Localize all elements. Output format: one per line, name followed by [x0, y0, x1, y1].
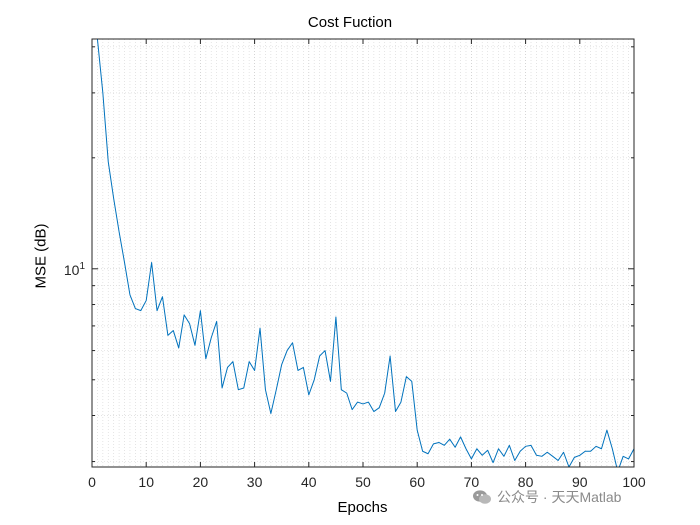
x-tick-label: 30: [247, 474, 263, 490]
y-tick-label: 101: [64, 261, 86, 278]
x-tick-label: 0: [88, 474, 96, 490]
watermark-text: 公众号 · 天天Matlab: [497, 489, 622, 505]
watermark: 公众号 · 天天Matlab: [472, 487, 621, 507]
series-line: [96, 39, 634, 467]
x-tick-label: 90: [572, 474, 588, 490]
tick-labels: 0 10 20 30 40 50 60 70 80 90 100 101: [64, 261, 646, 490]
wechat-icon: [473, 490, 491, 504]
x-tick-label: 20: [193, 474, 209, 490]
x-tick-label: 40: [301, 474, 317, 490]
axis-ticks: [91, 39, 635, 467]
grid-lines: [92, 39, 634, 467]
x-tick-label: 100: [622, 474, 646, 490]
x-tick-label: 70: [464, 474, 480, 490]
x-axis-label: Epochs: [337, 499, 388, 516]
series-layer: [96, 39, 634, 467]
x-tick-label: 80: [518, 474, 534, 490]
chart-title: Cost Fuction: [307, 14, 393, 31]
x-tick-label: 60: [409, 474, 425, 490]
y-axis-label: MSE (dB): [32, 223, 50, 289]
x-tick-label: 10: [138, 474, 154, 490]
x-tick-label: 50: [355, 474, 371, 490]
